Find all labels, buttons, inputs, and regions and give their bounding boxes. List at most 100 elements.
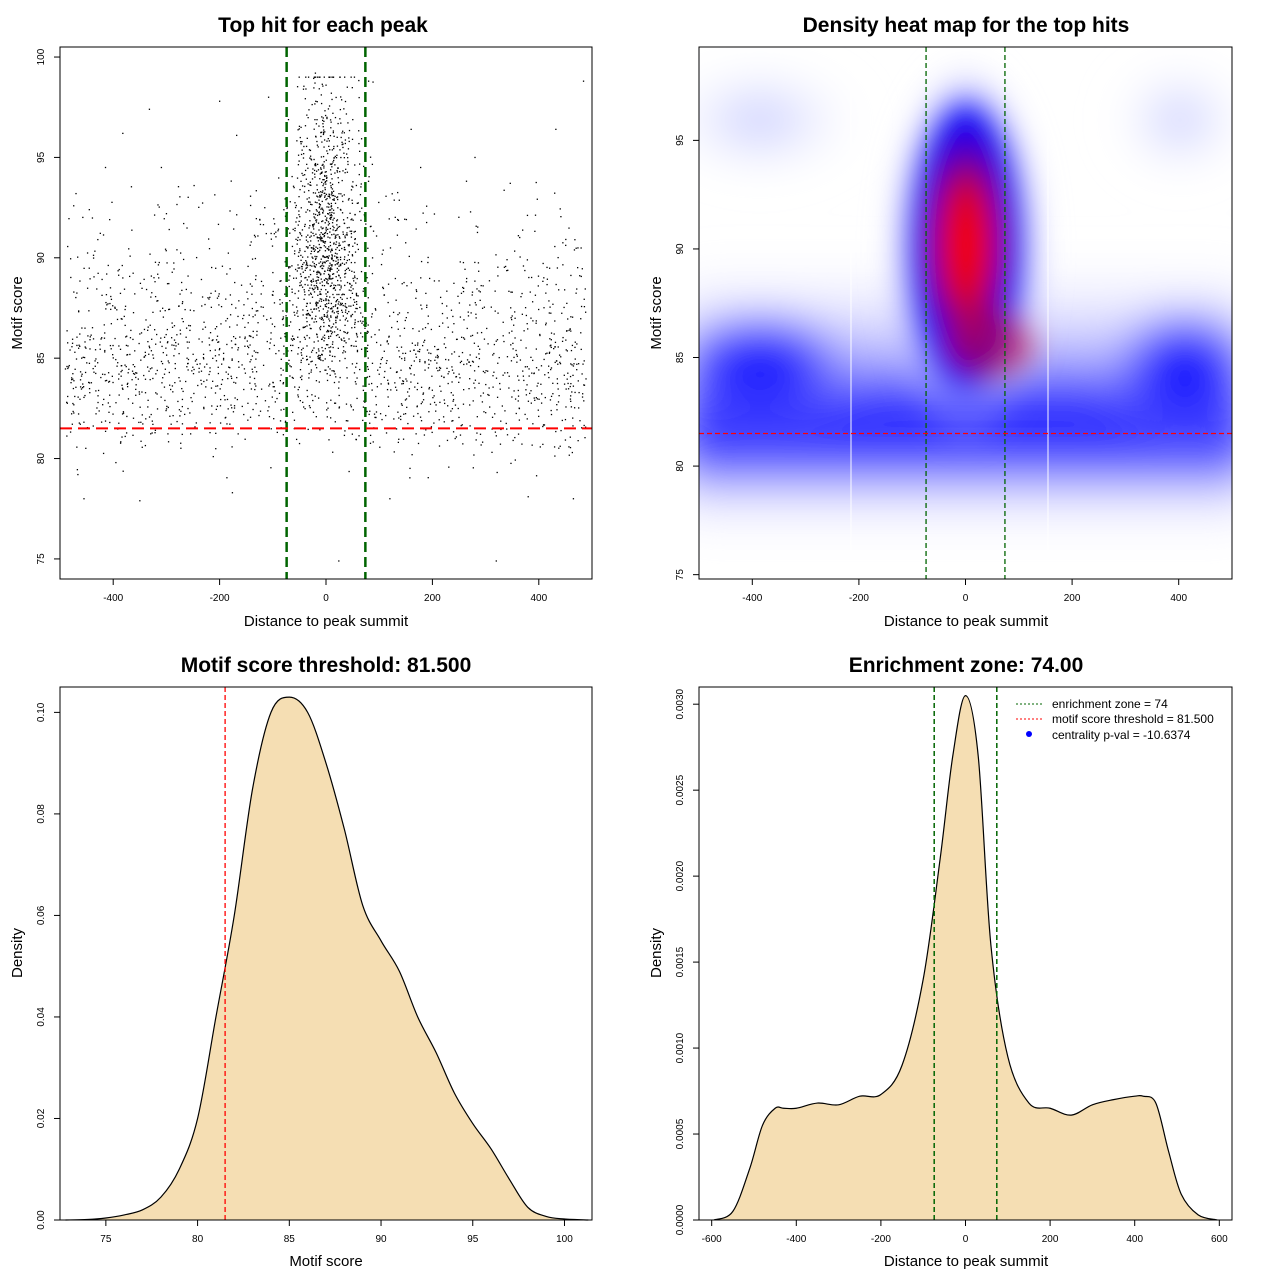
scatter-point [344,237,346,239]
scatter-point [84,341,86,343]
scatter-point [470,335,472,337]
scatter-point [283,209,285,211]
scatter-point [311,172,314,174]
scatter-point [149,324,151,326]
scatter-point [367,324,369,326]
scatter-point [93,276,95,278]
scatter-point [246,291,248,293]
scatter-point [297,347,300,349]
scatter-point [143,328,146,331]
scatter-point [83,267,85,269]
scatter-point [347,199,350,201]
scatter-point [313,308,316,310]
scatter-point [181,423,184,425]
scatter-point [331,254,333,256]
scatter-point [84,394,86,397]
scatter-point [297,236,299,239]
scatter-point [469,364,472,367]
scatter-point [298,220,300,223]
scatter-point [322,184,324,187]
scatter-point [389,367,392,369]
scatter-point [247,322,249,324]
scatter-point [495,435,497,437]
scatter-point [314,192,317,194]
scatter-point [306,309,309,312]
scatter-point [243,388,245,391]
scatter-point [313,77,315,80]
scatter-point [195,256,198,259]
scatter-point [230,404,232,406]
scatter-point [231,358,233,360]
scatter-point [122,277,124,279]
scatter-point [274,401,276,403]
scatter-point [337,312,339,315]
scatter-point [344,240,346,243]
scatter-point [345,113,348,115]
scatter-point [469,378,471,380]
scatter-point [303,289,305,291]
scatter-point [84,346,86,348]
scatter-point [215,408,217,411]
scatter-point [271,323,274,325]
y-tick-label: 85 [675,352,686,364]
scatter-point [230,180,232,182]
scatter-point [466,359,469,361]
scatter-point [344,276,346,278]
scatter-point [555,283,557,286]
scatter-point [580,305,583,308]
scatter-point [474,280,476,282]
scatter-point [81,373,83,375]
scatter-point [314,249,316,251]
scatter-point [217,341,219,343]
scatter-point [312,224,314,226]
scatter-point [367,344,369,347]
scatter-point [227,377,229,380]
scatter-point [314,217,316,219]
scatter-point [506,259,508,261]
scatter-point [283,408,285,411]
scatter-point [399,415,402,418]
scatter-point [351,313,354,316]
scatter-point [329,354,331,356]
scatter-point [430,426,433,428]
scatter-point [353,298,355,301]
scatter-point [480,331,483,334]
scatter-point [574,341,576,343]
scatter-point [123,288,126,290]
scatter-point [88,209,90,211]
scatter-point [335,260,337,262]
scatter-point [198,371,200,373]
scatter-point [350,219,352,221]
scatter-point [545,353,547,355]
scatter-point [321,284,324,287]
scatter-point [544,396,546,399]
scatter-point [351,433,353,435]
scatter-point [402,438,405,440]
scatter-point [117,270,119,272]
scatter-point [329,134,332,137]
scatter-point [176,334,178,336]
scatter-point [125,432,128,434]
scatter-point [458,216,460,218]
scatter-point [72,402,74,405]
scatter-point [315,233,317,235]
scatter-point [90,382,93,384]
scatter-point [332,273,335,275]
scatter-point [290,344,292,347]
scatter-point [322,350,324,352]
scatter-point [291,335,294,337]
y-tick-label: 0.02 [36,1108,47,1128]
scatter-point [548,267,551,269]
scatter-point [319,371,321,373]
scatter-point [327,307,330,309]
scatter-point [473,342,476,344]
scatter-point [128,368,130,370]
scatter-point [325,402,328,404]
scatter-point [349,230,351,232]
scatter-point [537,409,539,411]
scatter-point [374,308,377,310]
scatter-point [326,314,329,316]
scatter-point [307,116,309,119]
scatter-point [276,431,278,434]
scatter-point [302,263,304,266]
